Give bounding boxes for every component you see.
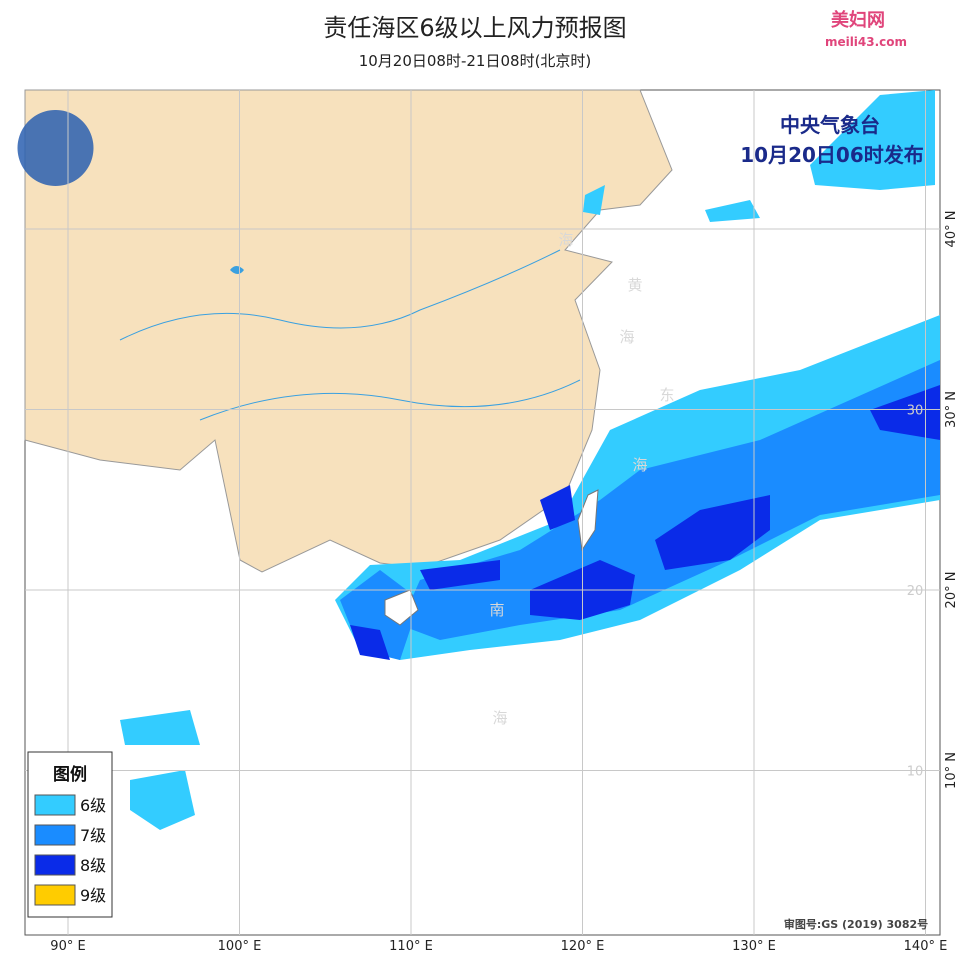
lon-label: 110° E <box>389 939 433 954</box>
lat-inner-label: 10 <box>907 765 924 780</box>
sea-label: 海 <box>632 456 647 474</box>
legend-label: 9级 <box>80 886 106 905</box>
subtitle: 10月20日08时-21日08时(北京时) <box>359 52 592 70</box>
map-frame <box>17 89 941 936</box>
lon-label: 130° E <box>732 939 776 954</box>
legend-title: 图例 <box>53 764 87 785</box>
lat-label: 30° N <box>944 391 959 428</box>
lon-label: 90° E <box>50 939 85 954</box>
sea-label: 东 <box>659 386 674 404</box>
legend-label: 8级 <box>80 856 106 875</box>
lon-label: 100° E <box>218 939 262 954</box>
issue-time: 10月20日06时发布 <box>740 143 924 167</box>
lat-label: 10° N <box>944 752 959 789</box>
legend-label: 7级 <box>80 826 106 845</box>
approval: 审图号:GS (2019) 3082号 <box>784 917 928 931</box>
sea-label: 南 <box>489 601 504 619</box>
lon-label: 140° E <box>904 939 948 954</box>
lat-label: 40° N <box>944 211 959 248</box>
lat-inner-label: 30 <box>907 404 924 419</box>
lat-inner-label: 20 <box>907 584 924 599</box>
title: 责任海区6级以上风力预报图 <box>323 14 626 42</box>
sea-label: 黄 <box>627 276 642 294</box>
lat-label: 20° N <box>944 572 959 609</box>
lon-label: 120° E <box>561 939 605 954</box>
watermark-url: meili43.com <box>825 35 907 49</box>
sea-label: 海 <box>492 709 507 727</box>
graticule: 90° E 100° E 110° E 120° E 130° E 140° E 40° N… <box>25 90 959 954</box>
legend-swatch <box>34 824 76 846</box>
agency: 中央气象台 <box>780 113 880 137</box>
legend: 图例 6级 7级 8级 9级 <box>27 751 113 918</box>
legend-swatch <box>34 854 76 876</box>
watermark-name: 美妇网 <box>831 9 885 31</box>
sea-label: 海 <box>558 231 573 249</box>
legend-swatch <box>34 794 76 816</box>
legend-swatch <box>34 884 76 906</box>
legend-label: 6级 <box>80 796 106 815</box>
sea-label: 海 <box>619 328 634 346</box>
